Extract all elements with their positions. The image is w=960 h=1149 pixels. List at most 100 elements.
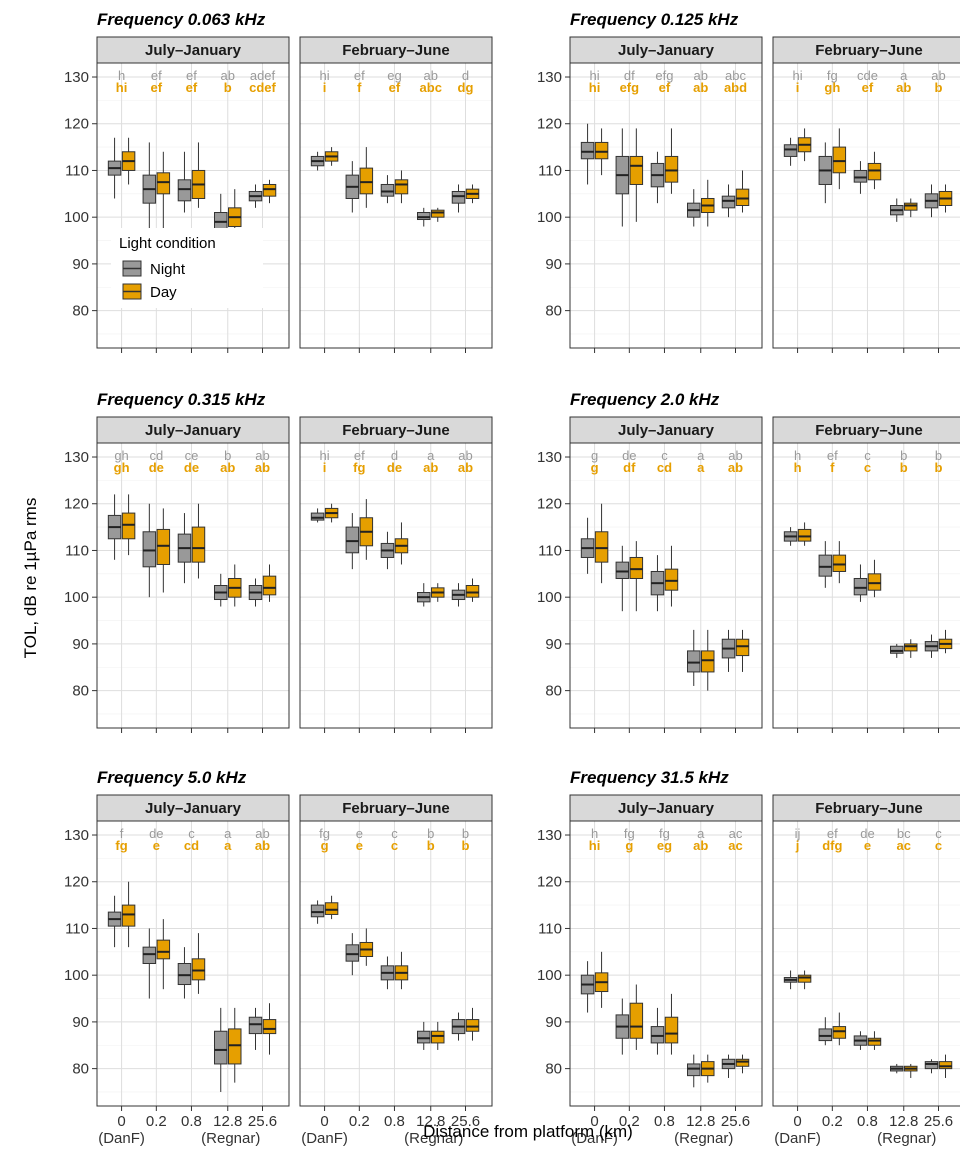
letter-day: eg [657,838,672,853]
box [735,188,750,206]
box-night [687,1054,701,1088]
letter-night: ac [729,826,743,841]
x-tick-label: 0.8 [654,1113,675,1130]
box [121,904,136,927]
box-day [904,639,918,658]
box-night [818,1017,833,1046]
letter-night: cd [149,448,163,463]
y-tick-label: 120 [537,874,562,891]
y-tick-label: 120 [64,496,89,513]
letter-night: ab [255,448,269,463]
box-day [797,522,812,546]
facet-strip-label: February–June [815,800,923,817]
letter-night: f [120,826,124,841]
letter-day: g [591,460,599,475]
y-tick-label: 130 [537,69,562,86]
box-night [615,128,630,227]
panel-title: Frequency 0.063 kHz [97,10,266,29]
box-day [904,1063,918,1078]
letter-night: fg [827,68,838,83]
box-day [735,1054,750,1074]
box-night [380,175,395,204]
box-night [142,928,157,999]
panel-title: Frequency 5.0 kHz [97,768,247,787]
letter-night: ab [458,448,472,463]
box [797,528,812,542]
box-day [797,970,812,990]
box [853,169,868,183]
y-tick-label: 110 [538,542,562,559]
box-night [417,207,431,227]
letter-day: ab [693,80,708,95]
letter-day: e [153,838,160,853]
box [465,585,480,598]
legend-title: Light condition [119,235,216,252]
box-night [248,184,263,208]
letter-night: b [935,448,942,463]
letter-day: de [184,460,199,475]
box-day [431,583,445,602]
box [650,1026,665,1044]
box-night [345,933,360,976]
letter-night: fg [659,826,670,841]
x-sublabel: (DanF) [301,1130,348,1147]
box-night [853,1031,868,1050]
letter-day: b [462,838,470,853]
letter-night: a [224,826,232,841]
box-day [904,198,918,218]
box-day [594,128,609,176]
y-tick-label: 110 [65,542,89,559]
plot-background [300,443,492,728]
letter-night: ab [255,826,269,841]
facet-strip [96,36,290,64]
letter-night: adef [250,68,276,83]
letter-day: de [149,460,164,475]
box-day [121,494,136,556]
box [721,195,736,209]
box-day [664,545,679,607]
box [664,568,679,591]
box [867,1037,882,1046]
letter-day: cd [657,460,672,475]
y-tick-label: 80 [72,1061,89,1078]
facet-strip [96,416,290,444]
legend-label: Night [150,261,186,278]
y-tick-label: 80 [72,683,89,700]
box [324,902,339,915]
x-tick-label: 0.2 [146,1113,167,1130]
box [310,512,325,521]
plot-border [772,62,960,349]
box [832,1026,847,1039]
box [890,645,904,654]
legend-label: Day [150,284,177,301]
x-tick-label: 12.8 [686,1113,715,1130]
box [142,946,157,964]
plot-border [299,62,493,349]
x-tick-label: 25.6 [248,1113,277,1130]
letter-night: ef [827,826,838,841]
box-night [721,629,736,672]
facet-strip-label: February–June [342,422,450,439]
facet: July–January g de c a ab g df cd a ab 80 90 100 110 120… [537,416,763,733]
letter-night: ab [694,68,708,83]
box-night [177,513,192,584]
box [156,172,171,195]
y-tick-label: 120 [64,116,89,133]
letter-day: ab [255,460,270,475]
letter-night: bc [897,826,911,841]
box [867,573,882,591]
letter-day: fg [353,460,365,475]
box [629,155,644,185]
plot-border [772,820,960,1107]
box-day [465,578,480,602]
box-night [451,184,466,213]
letter-night: a [900,68,908,83]
box-night [107,137,122,199]
x-sublabel: (DanF) [571,1130,618,1147]
letter-night: h [591,826,598,841]
